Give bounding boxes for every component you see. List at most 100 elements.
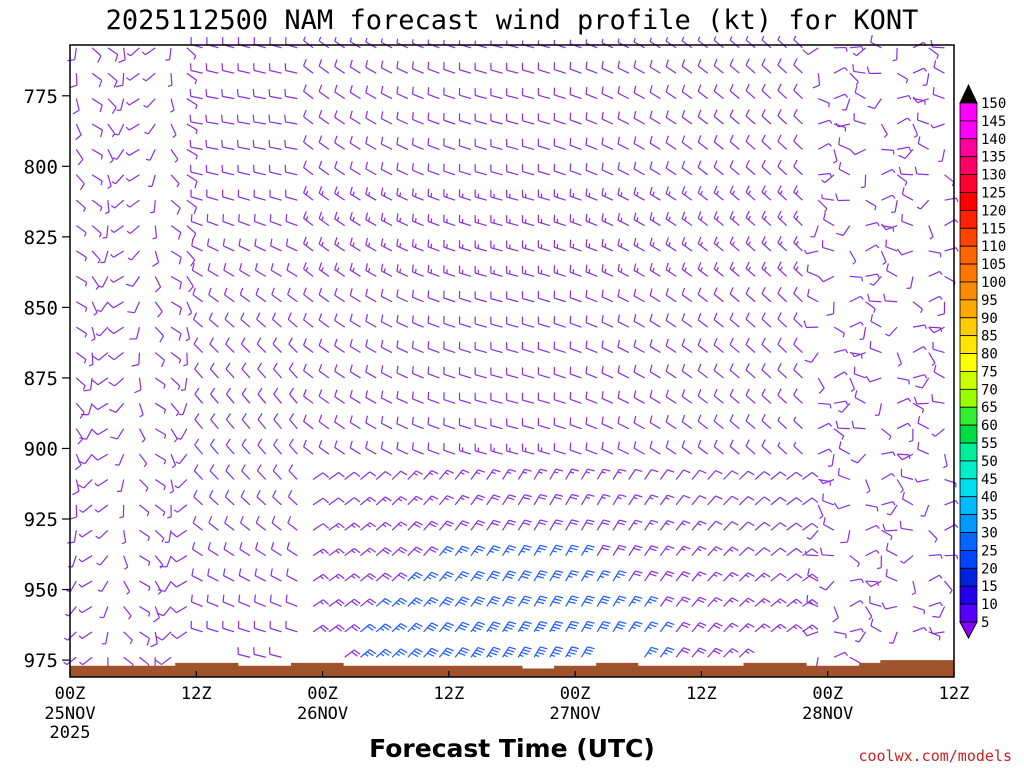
wind-barb [912, 374, 928, 379]
wind-barb [312, 548, 330, 557]
wind-barb [344, 522, 361, 531]
wind-barb [411, 340, 424, 354]
wind-barb [443, 366, 456, 379]
wind-barb [691, 596, 707, 607]
wind-barb [67, 530, 77, 544]
wind-barb [585, 289, 598, 303]
wind-barb [537, 87, 551, 100]
wind-barb [865, 549, 880, 557]
wind-barb [553, 239, 566, 252]
wind-barb [380, 390, 393, 404]
colorbar-label: 5 [981, 615, 989, 631]
wind-barb [375, 547, 392, 557]
wind-barb [517, 595, 532, 607]
wind-barb [553, 163, 566, 176]
wind-barb [170, 225, 182, 240]
wind-barb [537, 240, 551, 252]
wind-barb [221, 164, 235, 176]
wind-barb [423, 470, 439, 480]
wind-barb [681, 363, 693, 379]
wind-barb [380, 111, 393, 125]
wind-barb [458, 316, 472, 328]
wind-barb [96, 301, 109, 313]
wind-barb [802, 522, 819, 531]
y-tick-label: 800 [24, 156, 58, 178]
wind-barb [770, 496, 787, 506]
colorbar-swatch [959, 442, 978, 462]
wind-barb [318, 363, 330, 379]
wind-barb [644, 494, 659, 506]
wind-barb [896, 248, 914, 256]
y-axis: 775 800 825 850 875 900 925 950 975 [24, 86, 70, 672]
wind-barb [912, 605, 925, 615]
wind-barb [649, 262, 661, 277]
wind-barb [917, 136, 930, 150]
wind-barb [221, 139, 235, 150]
wind-barb [713, 185, 724, 201]
wind-barb [365, 60, 377, 74]
wind-barb [881, 194, 896, 201]
wind-barb [738, 572, 755, 582]
wind-barb [271, 515, 282, 531]
wind-barb [881, 428, 892, 441]
wind-barb [318, 84, 330, 100]
wind-barb [125, 174, 140, 182]
wind-barb [334, 110, 346, 125]
wind-barb [793, 235, 803, 252]
wind-barb [835, 420, 850, 430]
colorbar: 1501451401351301251201151101051009590858… [959, 83, 1006, 640]
wind-barb [802, 47, 819, 56]
wind-barb [206, 214, 219, 227]
wind-barb [111, 174, 125, 185]
wind-barb [443, 87, 456, 100]
wind-barb [318, 36, 330, 49]
wind-barb [819, 478, 835, 485]
wind-barb [192, 515, 203, 531]
wind-barb [318, 211, 330, 227]
wind-barb [802, 548, 819, 557]
wind-barb [268, 63, 282, 74]
wind-barb [931, 428, 945, 437]
wind-barb [697, 84, 709, 100]
wind-barb [804, 550, 819, 557]
wind-barb [256, 464, 267, 480]
wind-barb [186, 72, 198, 85]
wind-barb [123, 631, 133, 645]
wind-barb [236, 89, 251, 100]
wind-barb [222, 594, 235, 608]
wind-barb [206, 238, 219, 252]
barb-layer [63, 35, 959, 672]
wind-barb [697, 389, 709, 404]
wind-barb [617, 263, 630, 277]
colorbar-label: 50 [981, 454, 998, 470]
wind-barb [928, 554, 943, 559]
wind-barb [190, 37, 203, 49]
wind-barb [761, 109, 772, 125]
wind-barb [303, 109, 314, 125]
wind-barb [142, 72, 156, 82]
wind-barb [569, 138, 582, 150]
x-tick-label: 00Z [812, 684, 843, 704]
wind-barb [334, 414, 346, 430]
wind-barb [458, 367, 472, 379]
wind-barb [806, 594, 819, 608]
wind-barb [851, 351, 866, 358]
wind-barb [253, 189, 266, 201]
wind-barb [601, 289, 614, 303]
wind-barb [675, 596, 691, 607]
wind-barb [633, 415, 645, 430]
wind-barb [738, 496, 755, 506]
wind-barb [569, 315, 582, 328]
wind-barb [659, 621, 675, 633]
wind-barb [944, 524, 959, 531]
colorbar-swatch [959, 478, 978, 498]
wind-barb [912, 626, 928, 633]
wind-barb [833, 371, 848, 379]
wind-barb [866, 66, 882, 75]
wind-barb [225, 387, 235, 404]
wind-barb [237, 620, 251, 633]
wind-barb [380, 365, 393, 379]
colorbar-label: 75 [981, 364, 998, 380]
wind-barb [697, 439, 709, 455]
wind-barb [303, 389, 314, 404]
